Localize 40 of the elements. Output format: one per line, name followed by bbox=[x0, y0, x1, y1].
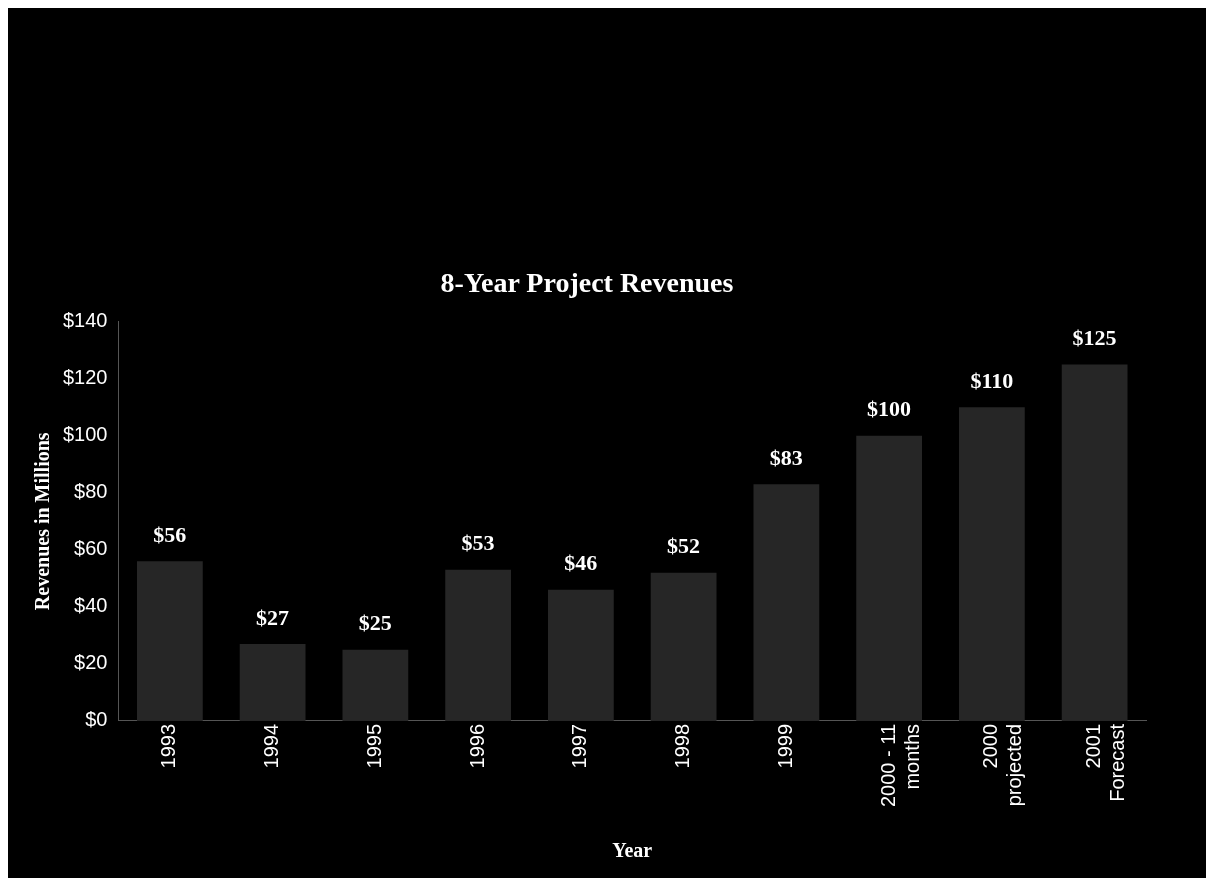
data-label: $27 bbox=[256, 604, 290, 630]
data-label: $25 bbox=[358, 610, 392, 636]
data-label: $110 bbox=[970, 367, 1014, 393]
y-tick-label: $40 bbox=[74, 594, 108, 617]
x-tick-label: 2000 - 11 months bbox=[876, 723, 923, 807]
y-tick-label: $60 bbox=[74, 537, 108, 560]
data-label: $52 bbox=[667, 533, 701, 559]
data-label: $53 bbox=[461, 530, 495, 556]
y-tick-label: $100 bbox=[62, 423, 108, 446]
bar bbox=[856, 435, 922, 721]
y-tick-label: $140 bbox=[62, 309, 108, 332]
x-tick-label: 1999 bbox=[773, 723, 796, 769]
bar bbox=[239, 643, 306, 721]
x-tick-label: 1996 bbox=[465, 723, 488, 769]
data-label: $46 bbox=[564, 550, 598, 576]
bar bbox=[650, 572, 717, 721]
bar bbox=[1061, 364, 1128, 721]
bar bbox=[958, 407, 1025, 721]
x-tick-label: 1995 bbox=[362, 723, 385, 769]
y-tick-label: $120 bbox=[62, 366, 108, 389]
bar bbox=[547, 589, 614, 721]
data-label: $100 bbox=[867, 396, 912, 422]
data-label: $56 bbox=[153, 521, 187, 547]
x-tick-label: 1998 bbox=[671, 723, 694, 769]
y-axis-title: Revenues in Millions bbox=[31, 432, 54, 611]
bar bbox=[342, 649, 409, 721]
x-axis-title: Year bbox=[612, 839, 653, 862]
bar bbox=[136, 561, 203, 721]
y-tick-label: $80 bbox=[74, 480, 108, 503]
x-tick-label: 2001 Forecast bbox=[1082, 723, 1129, 802]
y-tick-label: $20 bbox=[74, 651, 108, 674]
data-label: $125 bbox=[1072, 325, 1117, 351]
x-tick-label: 1994 bbox=[260, 723, 283, 769]
data-label: $83 bbox=[769, 444, 803, 470]
x-tick-label: 1997 bbox=[568, 723, 591, 769]
chart-title: 8-Year Project Revenues bbox=[440, 267, 734, 299]
y-tick-label: $0 bbox=[85, 708, 108, 731]
x-tick-label: 1993 bbox=[157, 723, 180, 769]
bar bbox=[445, 569, 511, 721]
bar bbox=[753, 484, 820, 721]
